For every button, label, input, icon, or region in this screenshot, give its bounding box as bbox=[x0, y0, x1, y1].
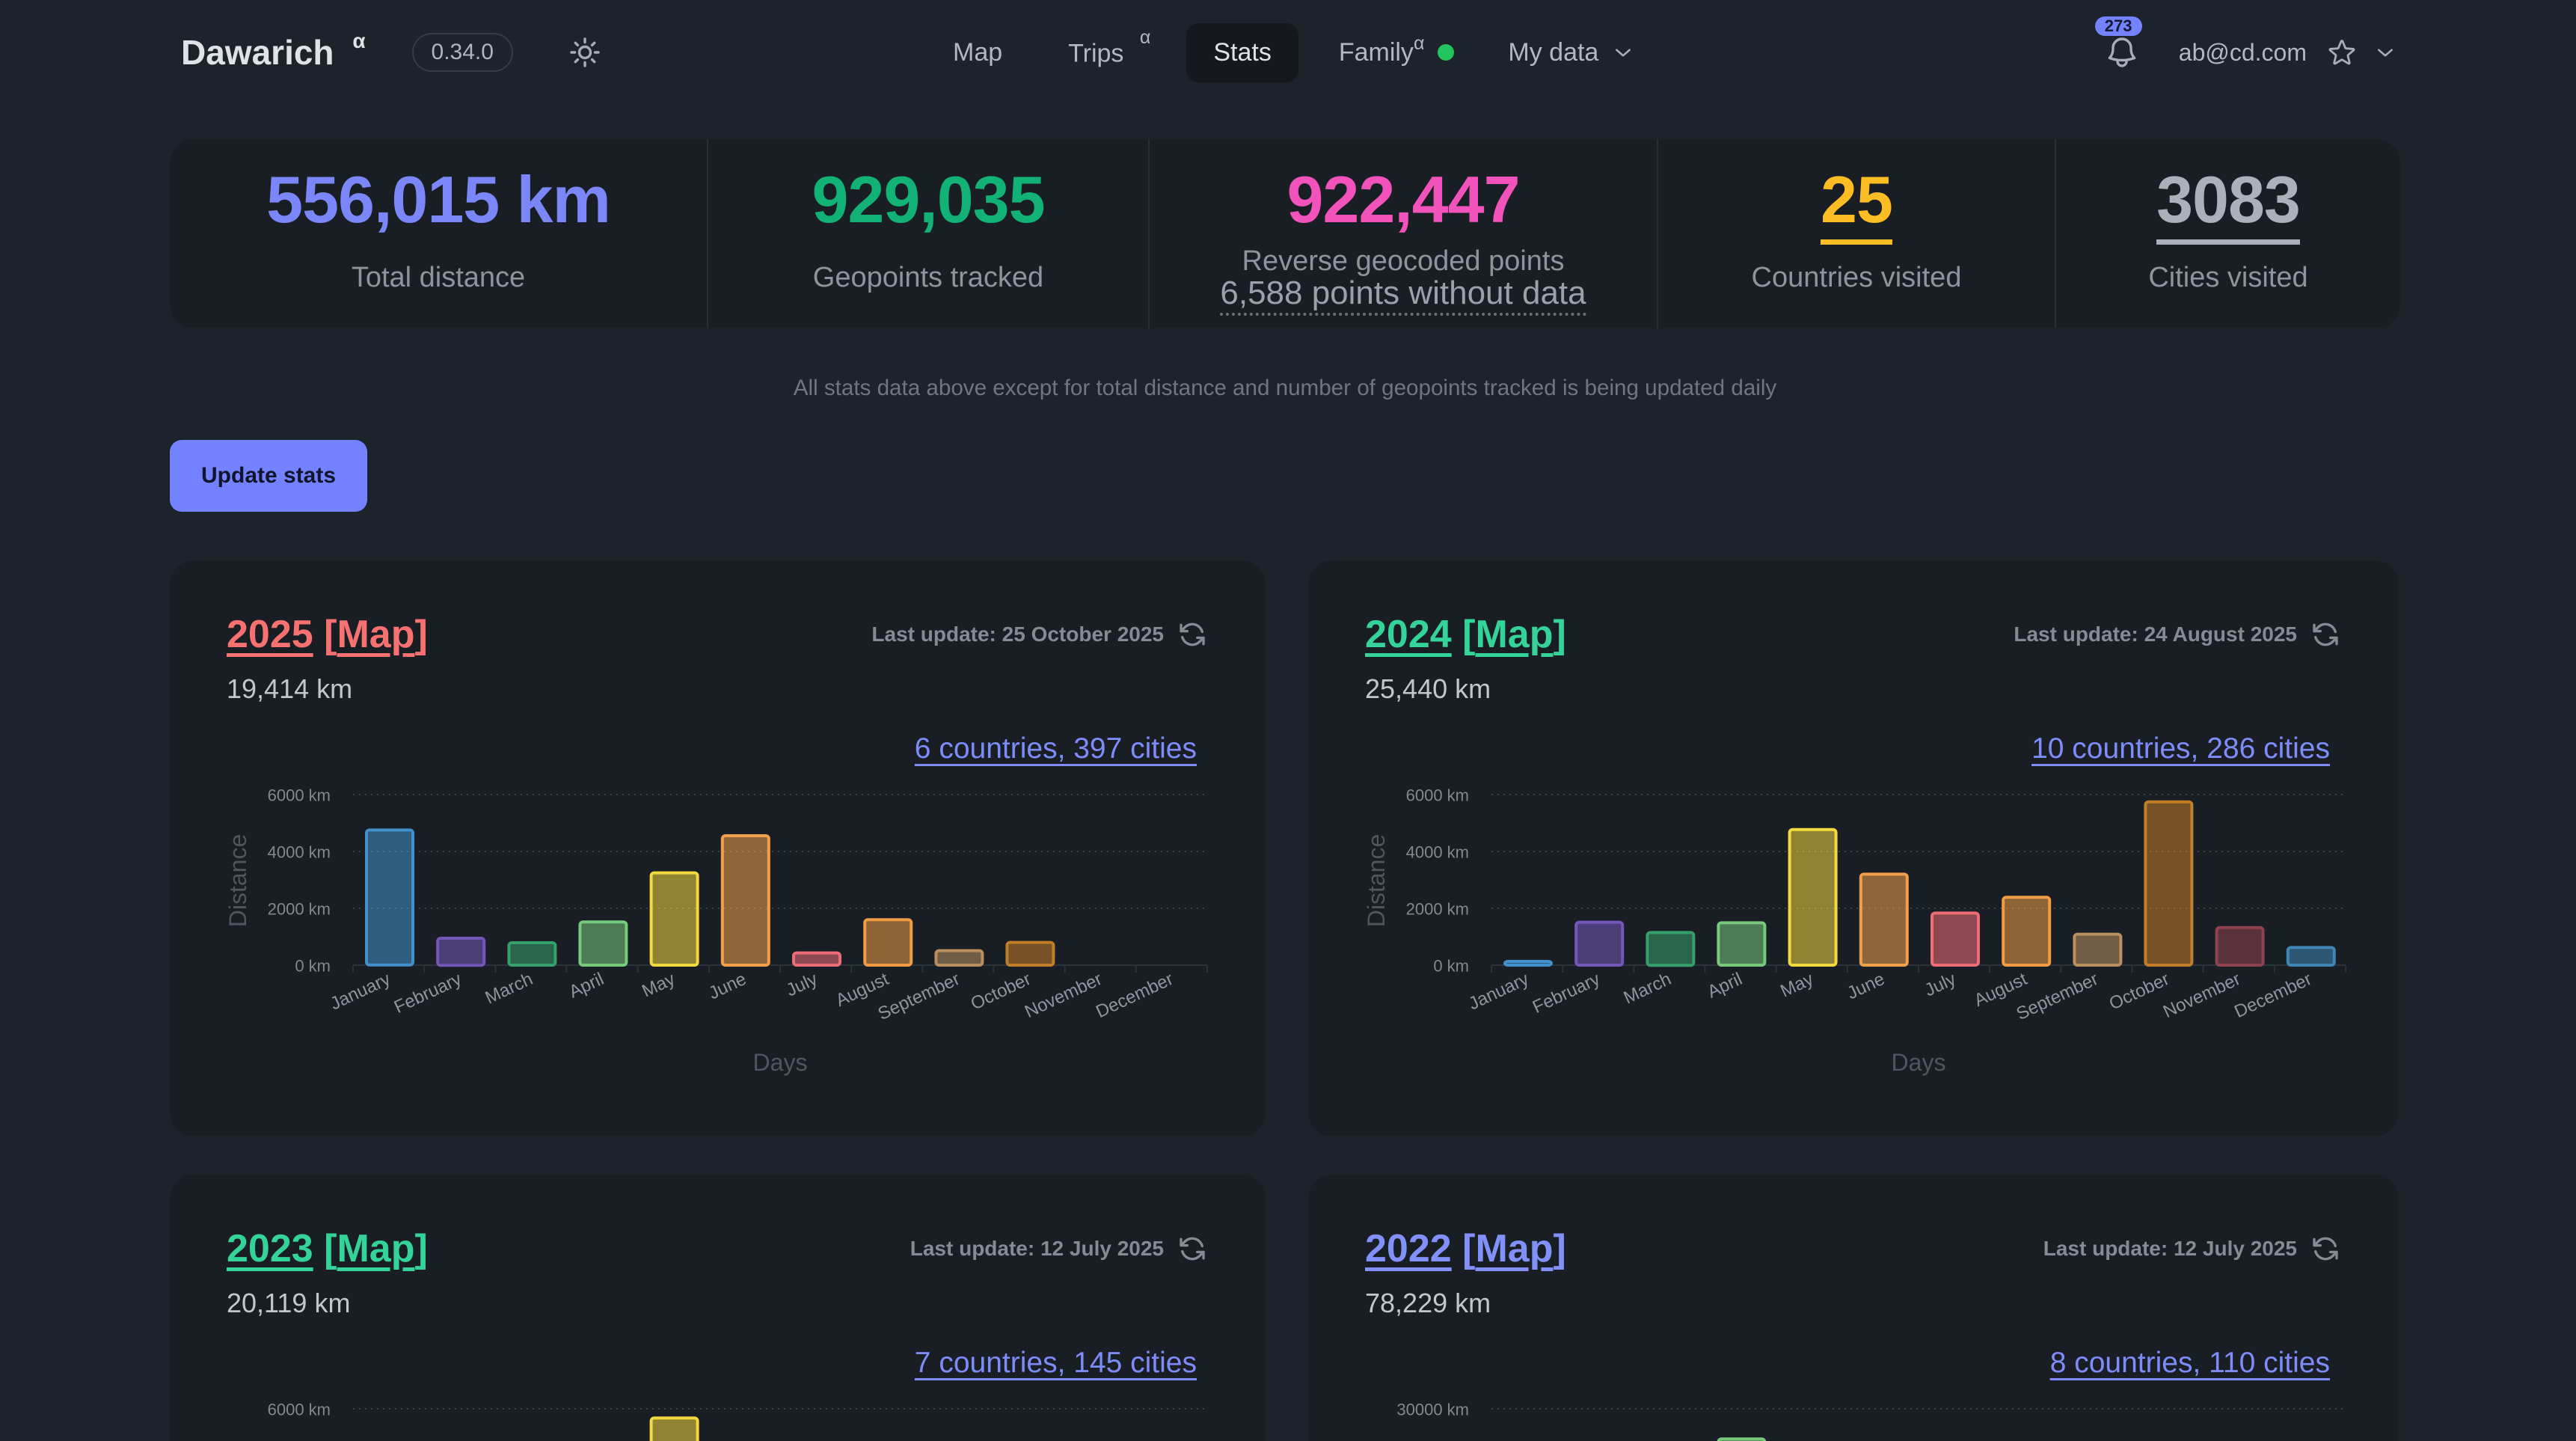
svg-text:0 km: 0 km bbox=[295, 957, 331, 976]
svg-text:March: March bbox=[1621, 969, 1675, 1009]
svg-text:Days: Days bbox=[753, 1049, 808, 1076]
svg-text:Distance: Distance bbox=[228, 834, 251, 928]
svg-text:4000 km: 4000 km bbox=[268, 843, 331, 862]
svg-text:2000 km: 2000 km bbox=[268, 900, 331, 919]
svg-text:November: November bbox=[2160, 969, 2244, 1022]
svg-text:April: April bbox=[1705, 969, 1746, 1003]
svg-text:6000 km: 6000 km bbox=[268, 786, 331, 805]
svg-text:Distance: Distance bbox=[1367, 834, 1390, 928]
svg-text:May: May bbox=[639, 969, 678, 1002]
svg-text:November: November bbox=[1022, 969, 1105, 1022]
svg-text:6000 km: 6000 km bbox=[1406, 786, 1469, 805]
svg-text:June: June bbox=[705, 969, 749, 1003]
svg-text:6000 km: 6000 km bbox=[268, 1401, 331, 1419]
svg-text:January: January bbox=[327, 969, 393, 1015]
svg-text:March: March bbox=[482, 969, 536, 1009]
svg-text:May: May bbox=[1777, 969, 1817, 1002]
svg-text:4000 km: 4000 km bbox=[1406, 843, 1469, 862]
svg-text:January: January bbox=[1465, 969, 1532, 1015]
svg-text:Days: Days bbox=[1892, 1049, 1946, 1076]
svg-text:July: July bbox=[1922, 969, 1959, 1001]
svg-text:February: February bbox=[1530, 969, 1603, 1018]
svg-text:December: December bbox=[2231, 969, 2315, 1022]
svg-text:September: September bbox=[875, 969, 963, 1024]
svg-text:July: July bbox=[783, 969, 821, 1001]
svg-text:0 km: 0 km bbox=[1433, 957, 1469, 976]
svg-text:April: April bbox=[566, 969, 607, 1003]
svg-text:30000 km: 30000 km bbox=[1396, 1401, 1469, 1419]
svg-text:February: February bbox=[391, 969, 464, 1018]
svg-text:September: September bbox=[2014, 969, 2102, 1024]
svg-text:2000 km: 2000 km bbox=[1406, 900, 1469, 919]
svg-text:June: June bbox=[1844, 969, 1888, 1003]
svg-text:December: December bbox=[1093, 969, 1177, 1022]
